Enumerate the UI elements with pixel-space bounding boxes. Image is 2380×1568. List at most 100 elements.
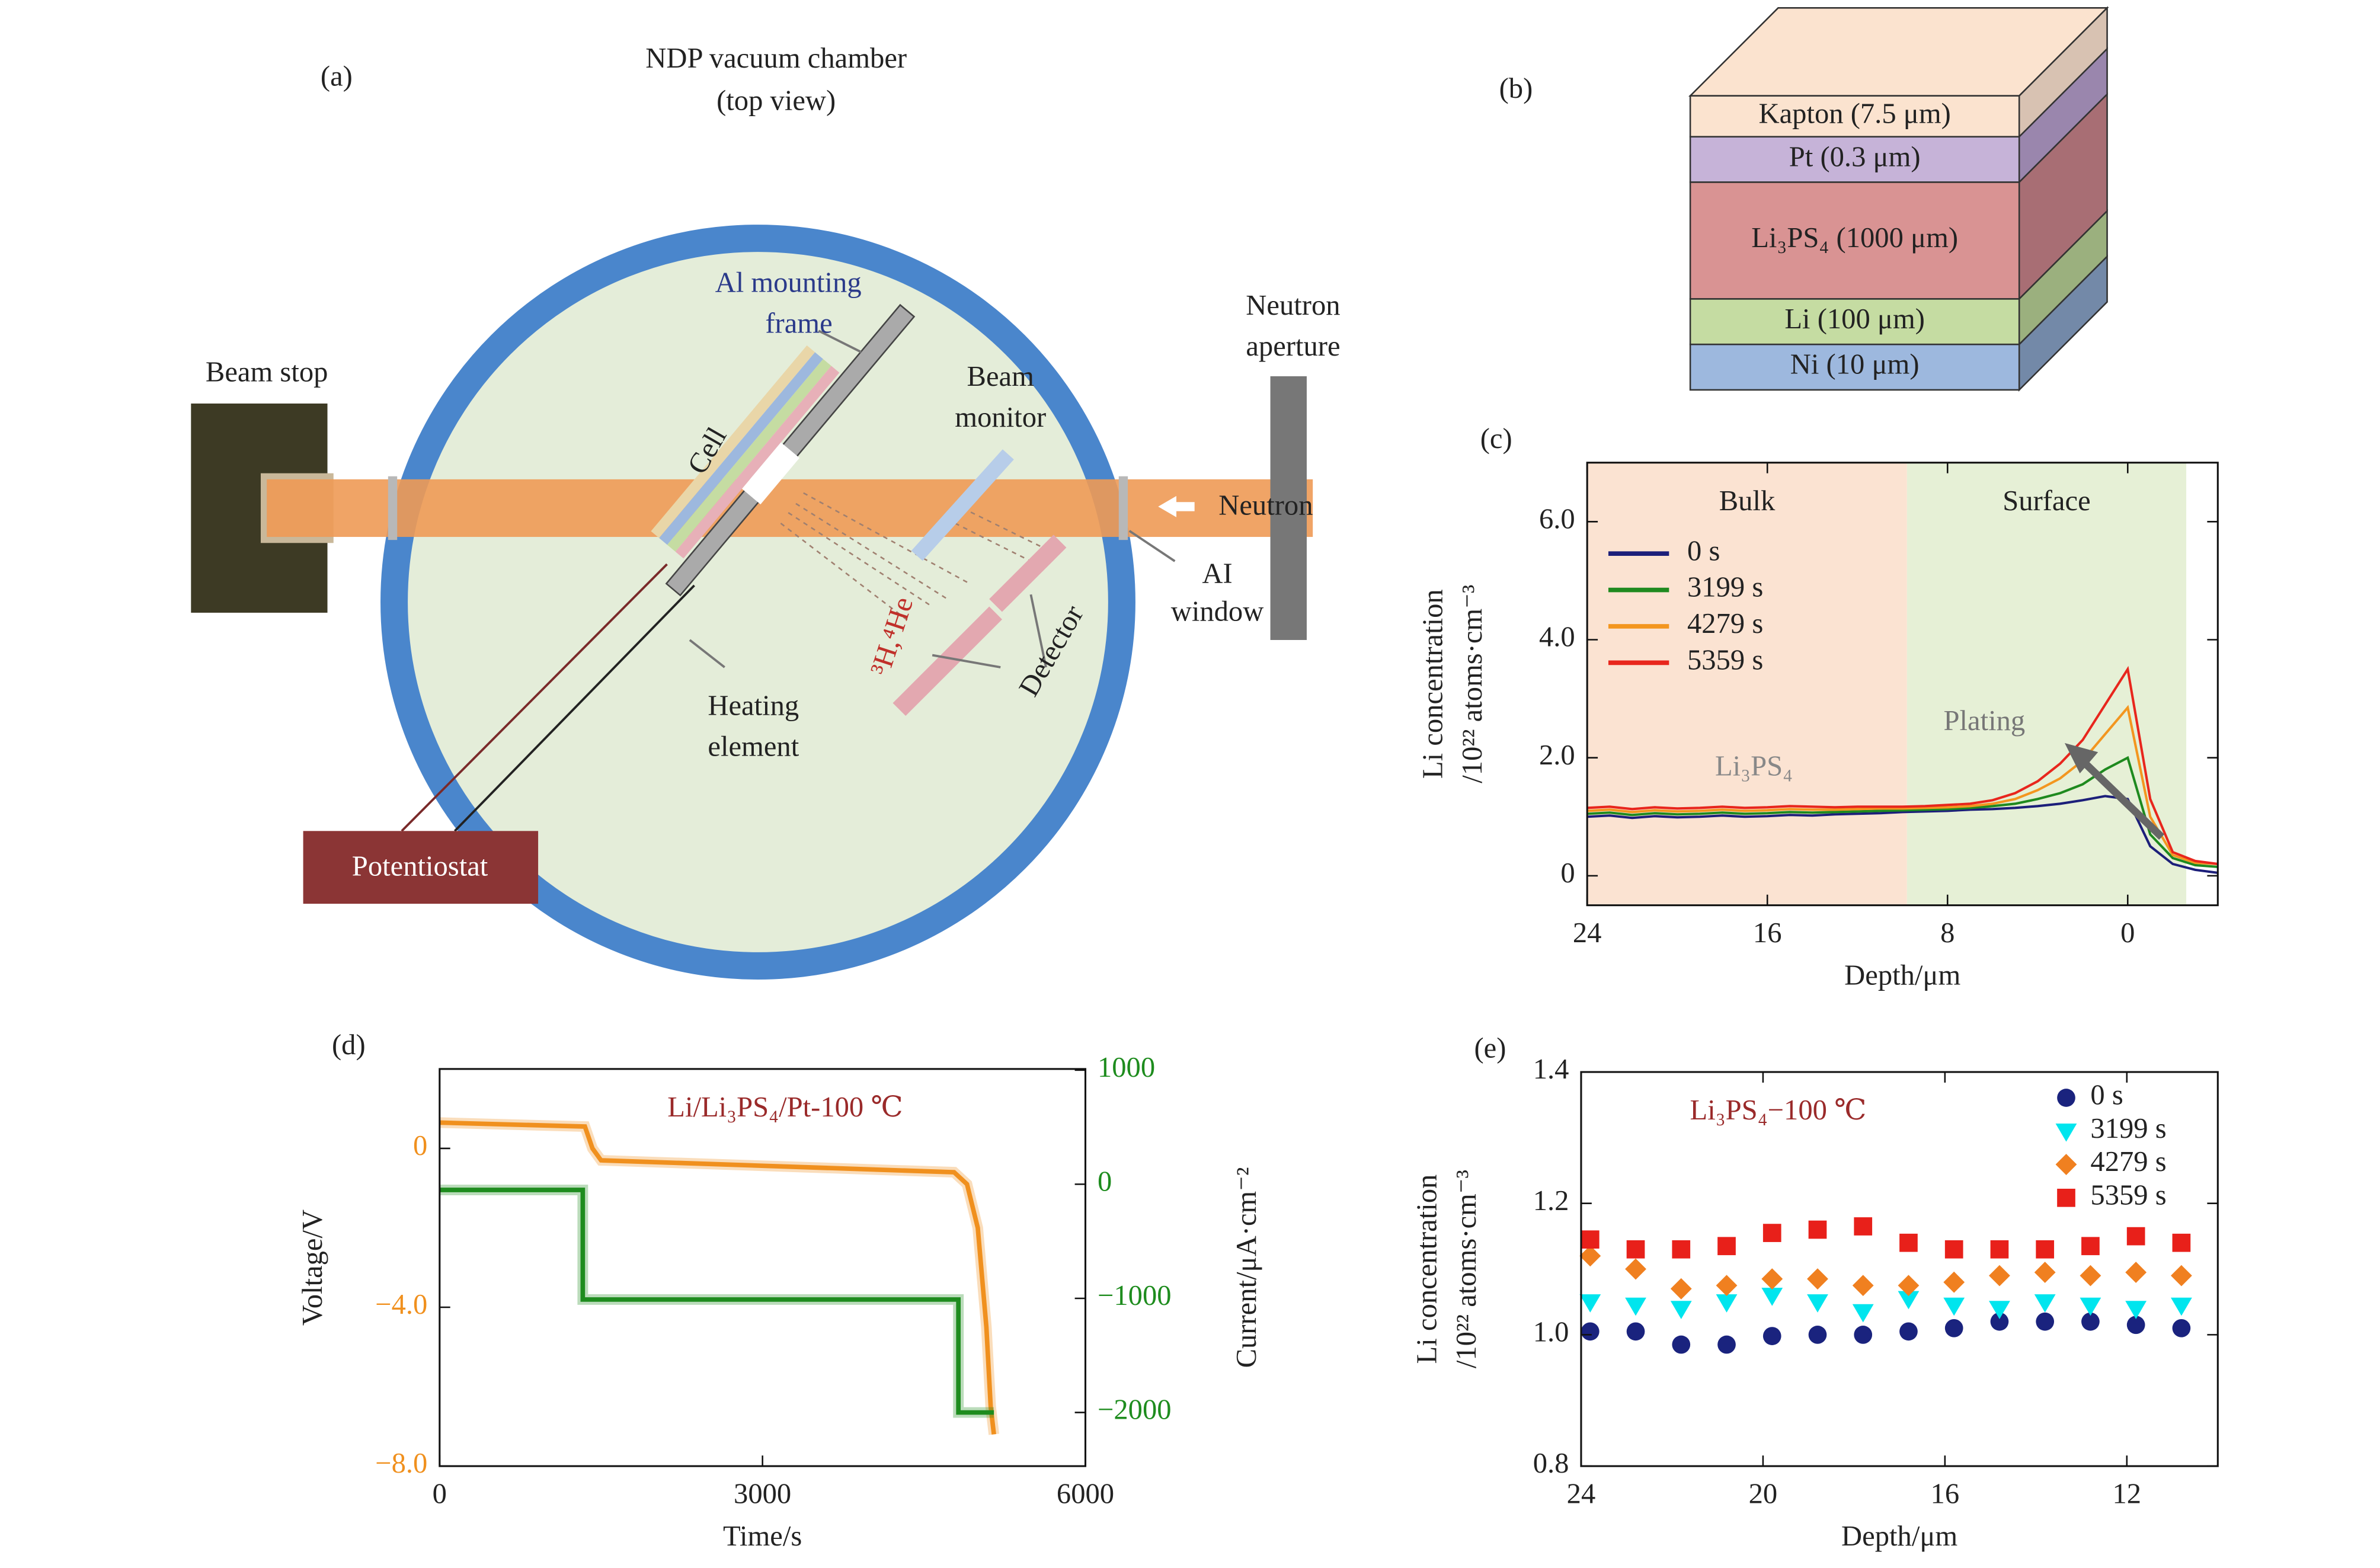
layer-label: Li₃PS₄ (1000 μm) <box>1751 222 1958 254</box>
panel-label: (d) <box>332 1029 366 1061</box>
point <box>1672 1335 1691 1354</box>
diagram-b: (b) Kapton (7.5 μm) Pt (0.3 μm) Li₃PS₄ (10… <box>1499 6 2109 392</box>
label: frame <box>765 308 832 340</box>
layer-label: Ni (10 μm) <box>1790 348 1920 380</box>
arrow <box>2077 755 2165 840</box>
label: Beam <box>967 360 1035 392</box>
beam <box>267 479 1313 537</box>
annotation: Li₃PS₄−100 ℃ <box>1690 1094 1867 1126</box>
point <box>1808 1326 1827 1344</box>
point <box>2034 1262 2056 1283</box>
plot-frame <box>1580 1071 2219 1467</box>
point <box>2034 1294 2056 1313</box>
annotation: Li/Li₃PS₄/Pt-100 ℃ <box>667 1091 903 1123</box>
label: Heating <box>708 689 799 721</box>
trajectories <box>780 492 1047 623</box>
y-axis-label: /10²² atoms·cm⁻³ <box>1450 1170 1482 1368</box>
y-tick-label: 6.0 <box>1539 503 1575 535</box>
x-tick-label: 6000 <box>1057 1477 1114 1509</box>
layer <box>1689 181 2020 300</box>
y2-tick-label: −2000 <box>1098 1394 1172 1426</box>
series-line <box>1587 756 2218 868</box>
label: Neutron <box>1246 289 1340 321</box>
point <box>1854 1326 1873 1344</box>
point <box>1990 1312 2009 1331</box>
wire <box>401 563 668 832</box>
point <box>2172 1233 2191 1252</box>
y-tick-label: 4.0 <box>1539 621 1575 653</box>
point <box>1581 1230 1600 1249</box>
point <box>2080 1265 2101 1287</box>
legend-label: 0 s <box>2090 1079 2123 1111</box>
window <box>388 476 398 540</box>
region-label: Bulk <box>1719 485 1776 517</box>
frame-opening <box>741 442 800 505</box>
point <box>1989 1265 2010 1287</box>
legend-marker <box>2055 1154 2077 1175</box>
y2-tick-label: 1000 <box>1098 1051 1155 1083</box>
y2-tick-label: −1000 <box>1098 1279 1172 1311</box>
point <box>2036 1312 2055 1331</box>
point <box>1761 1268 1783 1290</box>
label: aperture <box>1246 330 1340 362</box>
label: Potentiostat <box>352 850 488 882</box>
y2-tick-label: 0 <box>1098 1166 1112 1198</box>
x-axis-label: Time/s <box>723 1520 802 1552</box>
chart: Li/Li₃PS₄/Pt-100 ℃ 0 3000 6000 −8.0 −4.0 0 −200… <box>296 1029 1262 1552</box>
chamber <box>380 225 1135 980</box>
point <box>1761 1288 1783 1306</box>
point <box>1626 1322 1645 1341</box>
x-tick-label: 24 <box>1567 1477 1596 1509</box>
point <box>1807 1294 1828 1313</box>
label: window <box>1171 596 1264 628</box>
label: monitor <box>955 401 1046 433</box>
x-axis-label: Depth/μm <box>1841 1520 1957 1552</box>
annotation: Li₃PS₄ <box>1715 750 1793 782</box>
point <box>1989 1301 2010 1319</box>
point <box>1898 1291 1920 1310</box>
y-axis-label: Li concentration <box>1417 589 1449 779</box>
y-tick-label: 0.8 <box>1533 1447 1569 1479</box>
legend-label: 4279 s <box>1687 607 1763 639</box>
point <box>1944 1240 1963 1259</box>
point <box>1717 1335 1736 1354</box>
x-tick-label: 12 <box>2113 1477 2142 1509</box>
x-tick-label: 20 <box>1749 1477 1778 1509</box>
legend-marker <box>2057 1089 2075 1107</box>
point <box>1852 1304 1874 1323</box>
panel-label: (a) <box>321 60 353 92</box>
label: Neutron <box>1218 489 1313 521</box>
legend-marker <box>2057 1188 2075 1207</box>
cell <box>651 303 916 597</box>
point <box>2125 1262 2147 1283</box>
layer <box>1689 343 2020 391</box>
point <box>2172 1319 2191 1337</box>
x-tick-label: 24 <box>1573 917 1602 949</box>
point <box>2126 1316 2145 1335</box>
potentiostat <box>303 831 539 904</box>
point <box>1807 1268 1828 1290</box>
cell-layer <box>651 345 815 538</box>
point <box>1943 1271 1965 1293</box>
region <box>1906 462 2187 905</box>
point <box>1854 1217 1873 1236</box>
cell-layer <box>675 366 840 559</box>
label: AI <box>1202 558 1232 590</box>
region <box>1587 462 1907 905</box>
point <box>1762 1224 1781 1242</box>
panel-label: (b) <box>1499 72 1533 104</box>
y-tick-label: 0 <box>1560 857 1575 889</box>
point <box>1808 1220 1827 1239</box>
point <box>2036 1240 2055 1259</box>
point <box>1898 1275 1920 1297</box>
label: element <box>708 730 799 762</box>
layer-label: Li (100 μm) <box>1784 303 1925 335</box>
y-tick-label: 1.2 <box>1533 1185 1569 1217</box>
y-axis-label: Voltage/V <box>296 1209 328 1326</box>
layer <box>1689 95 2020 138</box>
label: Al mounting <box>715 267 862 299</box>
